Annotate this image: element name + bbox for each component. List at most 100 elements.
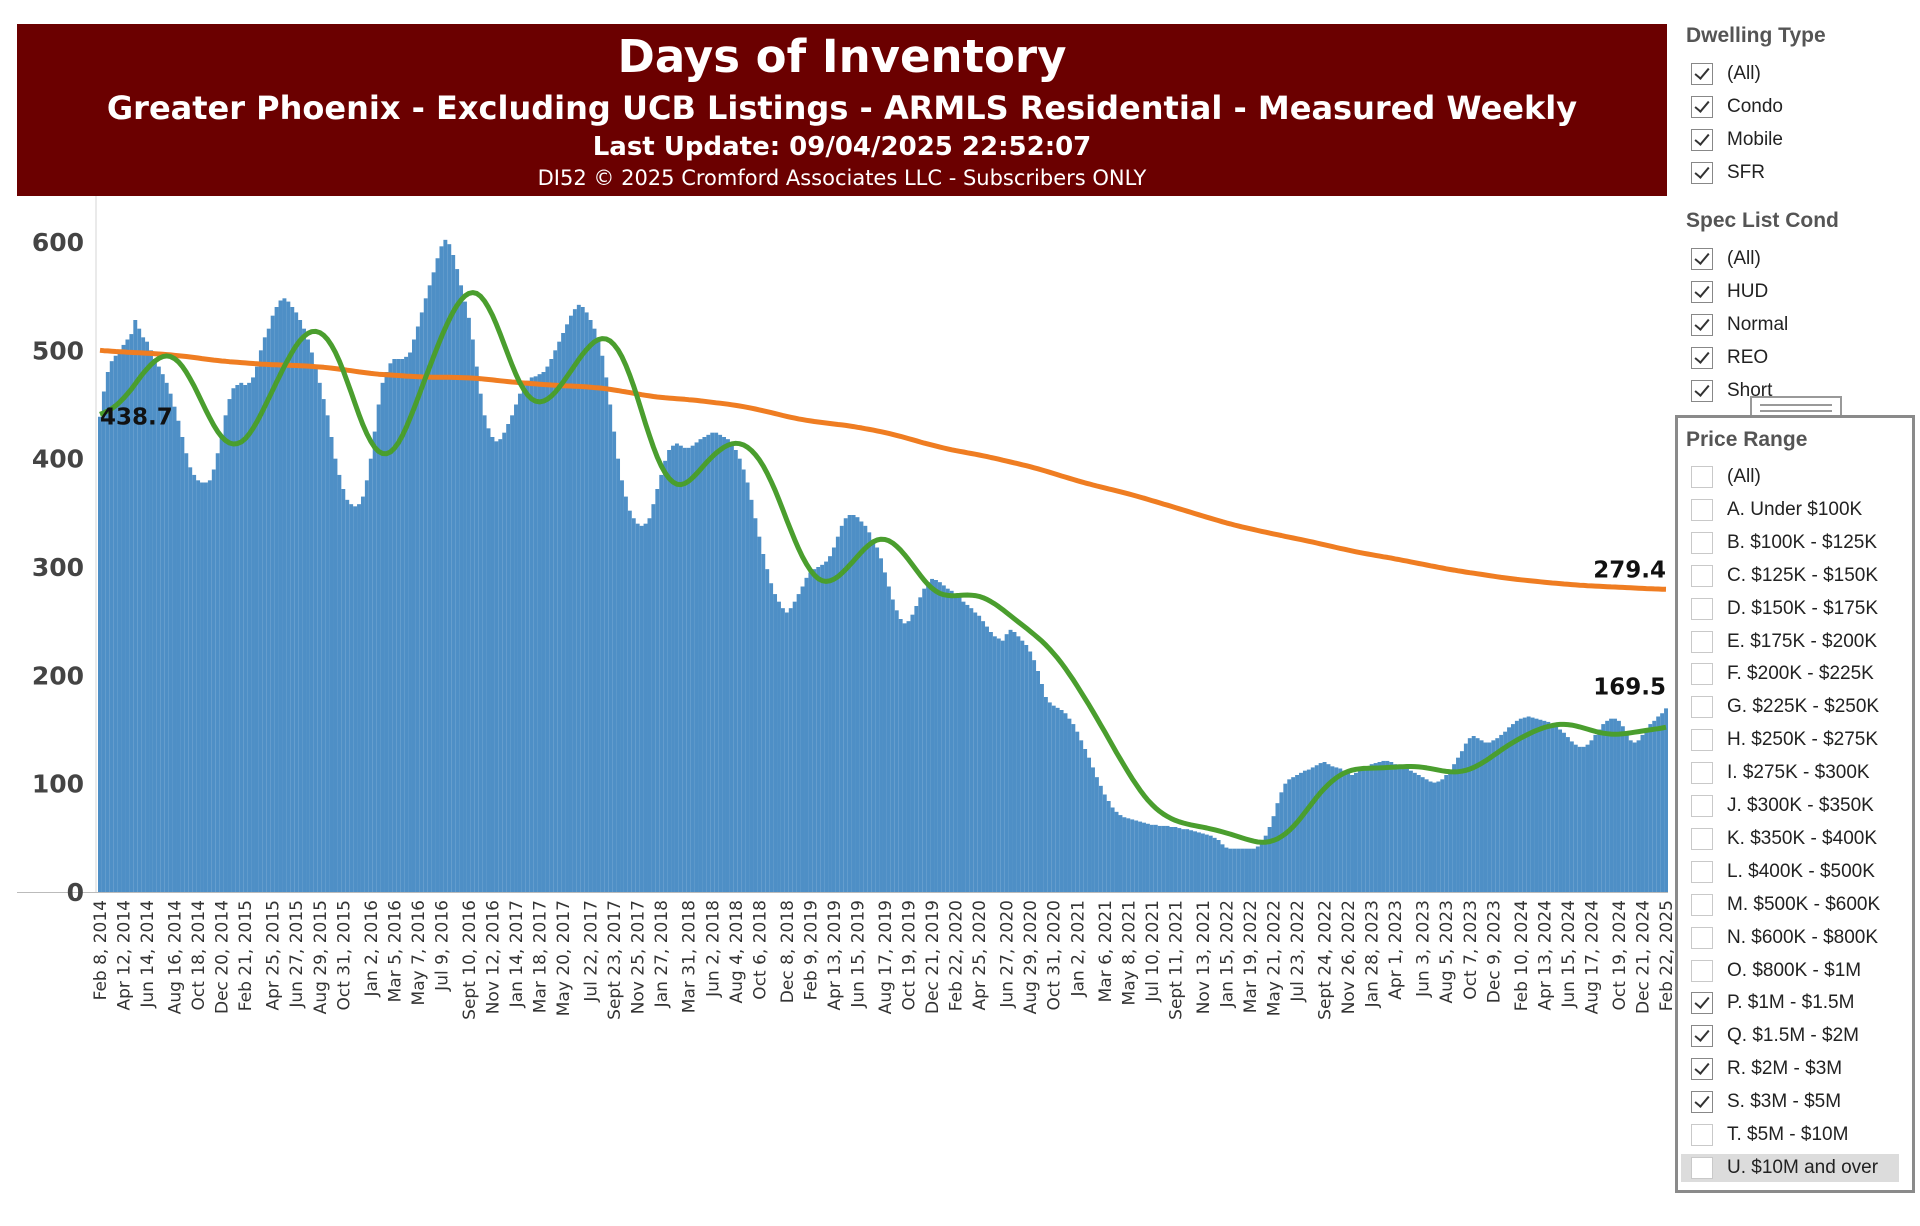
checkbox-unchecked[interactable] (1691, 696, 1713, 719)
checkbox-checked[interactable] (1691, 1058, 1713, 1081)
spec-list-cond-option[interactable]: Normal (1691, 311, 1788, 339)
inventory-bar (1051, 705, 1056, 892)
price-range-option[interactable]: H. $250K - $275K (1691, 726, 1878, 754)
checkbox-unchecked[interactable] (1691, 597, 1713, 620)
checkbox-checked[interactable] (1691, 129, 1713, 151)
inventory-bar (1416, 775, 1421, 892)
price-range-option[interactable]: G. $225K - $250K (1691, 693, 1879, 721)
checkbox-checked[interactable] (1691, 1025, 1713, 1048)
inventory-bar (1660, 713, 1665, 892)
checkbox-unchecked[interactable] (1691, 663, 1713, 686)
spec-list-cond-option[interactable]: Short (1691, 377, 1772, 405)
price-range-option[interactable]: T. $5M - $10M (1691, 1121, 1848, 1149)
price-range-option[interactable]: M. $500K - $600K (1691, 891, 1880, 919)
checkbox-unchecked[interactable] (1691, 795, 1713, 817)
inventory-bar (1664, 708, 1668, 892)
checkbox-unchecked[interactable] (1691, 630, 1713, 653)
spec-list-cond-option[interactable]: REO (1691, 344, 1768, 372)
price-range-option[interactable]: O. $800K - $1M (1691, 957, 1861, 985)
price-range-option[interactable]: E. $175K - $200K (1691, 628, 1877, 656)
inventory-bar (1640, 734, 1645, 892)
inventory-bar (137, 328, 142, 892)
price-range-option[interactable]: J. $300K - $350K (1691, 792, 1874, 820)
x-tick-label: Aug 29, 2020 (1021, 900, 1041, 1014)
inventory-bar (1408, 770, 1413, 892)
inventory-bar (855, 517, 860, 892)
checkbox-checked[interactable] (1691, 992, 1713, 1015)
spec-list-cond-option[interactable]: HUD (1691, 278, 1768, 306)
price-range-option[interactable]: U. $10M and over (1681, 1153, 1899, 1182)
inventory-bar (565, 324, 569, 892)
price-range-option[interactable]: A. Under $100K (1691, 496, 1862, 524)
inventory-bar (576, 304, 581, 892)
price-range-option[interactable]: P. $1M - $1.5M (1691, 989, 1854, 1017)
price-range-option[interactable]: D. $150K - $175K (1691, 595, 1878, 623)
inventory-bar (517, 393, 522, 892)
inventory-bar (1550, 724, 1555, 892)
checkbox-unchecked[interactable] (1691, 564, 1713, 587)
price-range-option[interactable]: L. $400K - $500K (1691, 858, 1875, 886)
checkbox-checked[interactable] (1691, 63, 1713, 85)
inventory-bar (773, 594, 778, 892)
checkbox-unchecked[interactable] (1691, 466, 1713, 488)
inventory-bar (1087, 757, 1092, 892)
x-tick-label: Jan 27, 2018 (652, 900, 672, 1008)
checkbox-checked[interactable] (1691, 162, 1713, 184)
checkbox-checked[interactable] (1691, 281, 1713, 303)
checkbox-unchecked[interactable] (1691, 860, 1713, 883)
inventory-bar (639, 525, 644, 892)
dwelling-type-option[interactable]: Mobile (1691, 126, 1783, 154)
inventory-bar (1373, 763, 1378, 892)
checkbox-checked[interactable] (1691, 314, 1713, 336)
price-range-resize-handle[interactable] (1750, 396, 1842, 416)
checkbox-unchecked[interactable] (1691, 893, 1713, 916)
checkbox-checked[interactable] (1691, 248, 1713, 270)
inventory-bar (1032, 660, 1037, 892)
checkbox-unchecked[interactable] (1691, 498, 1713, 521)
price-range-option[interactable]: F. $200K - $225K (1691, 660, 1874, 688)
checkbox-checked[interactable] (1691, 96, 1713, 118)
inventory-bar (463, 301, 467, 892)
inventory-bar (1389, 762, 1394, 892)
x-tick-label: May 8, 2021 (1119, 900, 1139, 1005)
price-range-option[interactable]: S. $3M - $5M (1691, 1088, 1841, 1116)
inventory-bar (1424, 779, 1429, 892)
dwelling-type-title: Dwelling Type (1686, 24, 1826, 47)
inventory-bar (1330, 766, 1335, 892)
dwelling-type-option[interactable]: Condo (1691, 93, 1783, 121)
checkbox-unchecked[interactable] (1691, 531, 1713, 554)
checkbox-unchecked[interactable] (1691, 1156, 1713, 1179)
checkbox-checked[interactable] (1691, 1091, 1713, 1114)
chart-header-banner: Days of Inventory Greater Phoenix - Excl… (17, 24, 1667, 196)
inventory-bar (333, 458, 338, 892)
checkbox-unchecked[interactable] (1691, 729, 1713, 752)
inventory-bar (1632, 742, 1637, 892)
checkbox-unchecked[interactable] (1691, 762, 1713, 785)
checkbox-unchecked[interactable] (1691, 827, 1713, 850)
inventory-bar (1420, 777, 1425, 892)
checkbox-unchecked[interactable] (1691, 1124, 1713, 1146)
inventory-bar (651, 504, 656, 892)
price-range-option[interactable]: (All) (1691, 463, 1761, 491)
checkbox-unchecked[interactable] (1691, 926, 1713, 949)
price-range-option[interactable]: Q. $1.5M - $2M (1691, 1022, 1859, 1050)
inventory-bar (722, 437, 726, 892)
price-range-option[interactable]: K. $350K - $400K (1691, 825, 1877, 853)
dwelling-type-option[interactable]: (All) (1691, 60, 1761, 88)
checkbox-checked[interactable] (1691, 347, 1713, 369)
price-range-option[interactable]: I. $275K - $300K (1691, 759, 1870, 787)
checkbox-unchecked[interactable] (1691, 959, 1713, 982)
filter-option-label: Condo (1727, 96, 1783, 117)
spec-list-cond-option[interactable]: (All) (1691, 245, 1761, 273)
price-range-option[interactable]: C. $125K - $150K (1691, 562, 1878, 590)
dwelling-type-option[interactable]: SFR (1691, 159, 1765, 187)
price-range-option[interactable]: B. $100K - $125K (1691, 529, 1877, 557)
inventory-bar (1181, 829, 1186, 892)
price-range-option[interactable]: N. $600K - $800K (1691, 924, 1878, 952)
inventory-bar (1503, 731, 1508, 892)
price-range-option[interactable]: R. $2M - $3M (1691, 1055, 1842, 1083)
inventory-bar (1016, 636, 1021, 892)
checkbox-checked[interactable] (1691, 380, 1713, 402)
x-tick-label: Apr 1, 2023 (1386, 900, 1406, 1000)
inventory-bar (804, 577, 809, 892)
